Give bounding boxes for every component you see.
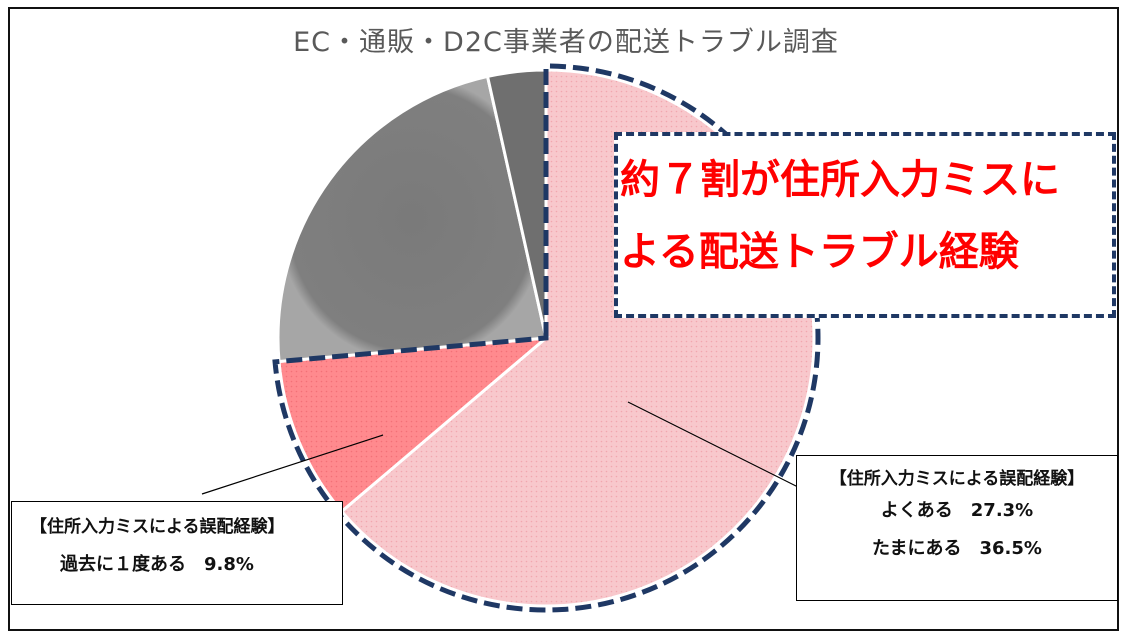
- label-text: よくある: [880, 500, 953, 521]
- label-value: 9.8%: [204, 554, 254, 575]
- callout-line-1: 約７割が住所入力ミスに: [620, 157, 1060, 203]
- label-row: 過去に１度ある 9.8%: [30, 540, 342, 590]
- label-row-often: よくある 27.3%: [797, 492, 1117, 530]
- label-value: 36.5%: [979, 538, 1042, 559]
- highlight-outline: [272, 63, 821, 613]
- label-header: 【住所入力ミスによる誤配経験】: [30, 517, 285, 537]
- data-label-past-once: 【住所入力ミスによる誤配経験】 過去に１度ある 9.8%: [11, 501, 343, 605]
- callout-line-2: よる配送トラブル経験: [620, 229, 1019, 275]
- data-label-often-sometimes: 【住所入力ミスによる誤配経験】 よくある 27.3% たまにある 36.5%: [796, 455, 1118, 601]
- leader-line-left: [201, 434, 384, 495]
- label-text: たまにある: [872, 538, 962, 559]
- label-value: 27.3%: [970, 500, 1034, 521]
- highlight-callout: 約７割が住所入力ミスに よる配送トラブル経験: [614, 132, 1116, 318]
- label-header: 【住所入力ミスによる誤配経験】: [829, 469, 1085, 489]
- label-row-sometimes: たまにある 36.5%: [797, 530, 1117, 568]
- pie-slice-3: [276, 74, 548, 364]
- leader-line-right: [627, 401, 801, 489]
- label-text: 過去に１度ある: [60, 554, 186, 575]
- chart-title: EC・通販・D2C事業者の配送トラブル調査: [293, 27, 839, 58]
